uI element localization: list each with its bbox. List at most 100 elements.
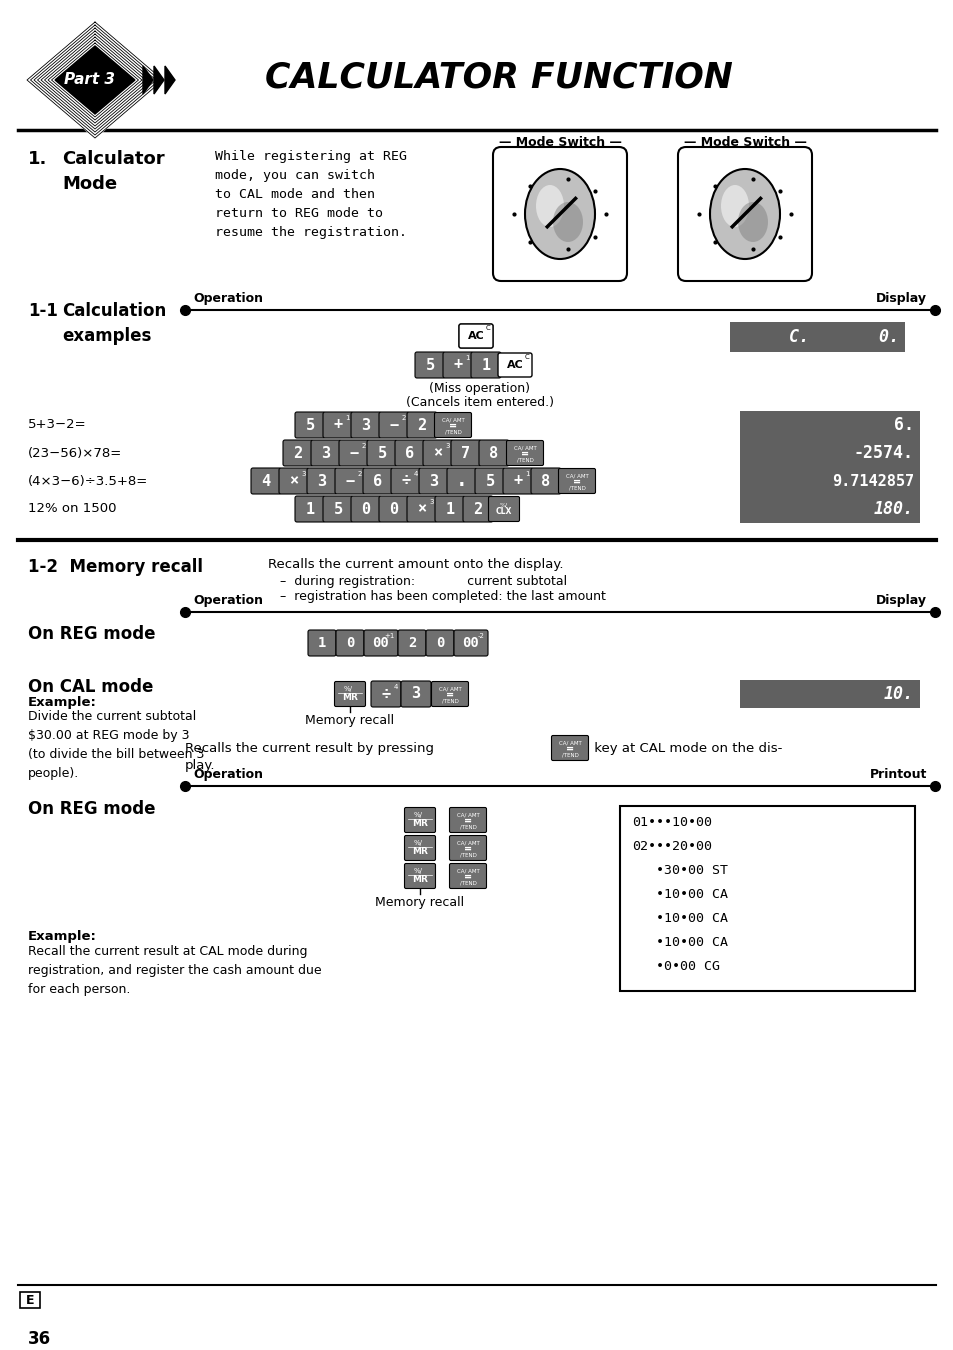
Text: 5: 5 <box>305 417 314 432</box>
Text: 2: 2 <box>361 443 366 450</box>
Text: 8: 8 <box>489 446 498 460</box>
FancyBboxPatch shape <box>363 468 393 494</box>
Text: •10•00 CA: •10•00 CA <box>631 911 727 925</box>
Text: =: = <box>520 450 529 459</box>
Polygon shape <box>37 31 152 130</box>
FancyBboxPatch shape <box>471 352 500 378</box>
Polygon shape <box>55 46 135 113</box>
Text: -2574.: -2574. <box>853 444 913 462</box>
Text: CA/ AMT: CA/ AMT <box>438 687 461 691</box>
FancyBboxPatch shape <box>449 864 486 888</box>
Text: 4: 4 <box>414 471 417 477</box>
Bar <box>740 439 919 467</box>
FancyBboxPatch shape <box>335 630 364 656</box>
Text: (23−56)×78=: (23−56)×78= <box>28 447 122 459</box>
FancyBboxPatch shape <box>558 468 595 494</box>
Text: Example:: Example: <box>28 697 97 709</box>
Text: 8: 8 <box>541 474 550 489</box>
Text: 5+3−2=: 5+3−2= <box>28 418 87 432</box>
FancyBboxPatch shape <box>531 468 560 494</box>
FancyBboxPatch shape <box>449 836 486 860</box>
Ellipse shape <box>738 202 767 242</box>
Text: — Mode Switch —: — Mode Switch — <box>683 136 805 150</box>
FancyBboxPatch shape <box>506 440 543 466</box>
Text: Operation: Operation <box>193 768 263 782</box>
Text: /TEND: /TEND <box>441 698 458 703</box>
Text: C: C <box>524 354 529 360</box>
FancyBboxPatch shape <box>294 412 325 437</box>
FancyBboxPatch shape <box>488 497 519 521</box>
Text: .: . <box>456 471 467 490</box>
Text: E: E <box>26 1293 34 1307</box>
Text: CA/ AMT: CA/ AMT <box>456 813 478 818</box>
Text: 180.: 180. <box>873 500 913 518</box>
Text: 7: 7 <box>461 446 470 460</box>
Text: −: − <box>349 446 358 460</box>
Bar <box>740 680 919 707</box>
Text: 02•••20•00: 02•••20•00 <box>631 840 711 852</box>
Text: 36: 36 <box>28 1330 51 1349</box>
FancyBboxPatch shape <box>391 468 420 494</box>
FancyBboxPatch shape <box>311 440 340 466</box>
Text: 00: 00 <box>373 636 389 649</box>
Text: 5: 5 <box>334 501 342 517</box>
Text: Operation: Operation <box>193 292 263 305</box>
Polygon shape <box>153 66 164 95</box>
Text: 01•••10•00: 01•••10•00 <box>631 815 711 829</box>
Text: While registering at REG
mode, you can switch
to CAL mode and then
return to REG: While registering at REG mode, you can s… <box>214 150 407 239</box>
FancyBboxPatch shape <box>418 468 449 494</box>
FancyBboxPatch shape <box>308 630 335 656</box>
Text: Recalls the current result by pressing: Recalls the current result by pressing <box>185 743 434 755</box>
Polygon shape <box>41 34 149 126</box>
Text: ×: × <box>417 501 426 517</box>
Polygon shape <box>27 22 163 138</box>
Text: On REG mode: On REG mode <box>28 801 155 818</box>
Text: 2: 2 <box>417 417 426 432</box>
Text: 6.: 6. <box>893 416 913 433</box>
FancyBboxPatch shape <box>462 495 493 522</box>
Bar <box>740 410 919 439</box>
Ellipse shape <box>536 185 563 227</box>
FancyBboxPatch shape <box>502 468 533 494</box>
FancyBboxPatch shape <box>404 807 435 833</box>
Text: =: = <box>445 690 454 701</box>
Text: C: C <box>485 327 490 333</box>
FancyBboxPatch shape <box>449 807 486 833</box>
Text: Display: Display <box>875 594 926 608</box>
Text: 3: 3 <box>321 446 331 460</box>
Text: /TEND: /TEND <box>459 880 476 886</box>
FancyBboxPatch shape <box>351 495 380 522</box>
Text: +: + <box>453 358 462 373</box>
Text: AC: AC <box>467 331 484 342</box>
Text: MR: MR <box>342 694 357 702</box>
Text: 4: 4 <box>261 474 271 489</box>
Text: AC: AC <box>468 329 483 343</box>
FancyBboxPatch shape <box>458 324 493 348</box>
Text: 6: 6 <box>373 474 382 489</box>
FancyBboxPatch shape <box>493 147 626 281</box>
FancyBboxPatch shape <box>283 440 313 466</box>
Text: Printout: Printout <box>869 768 926 782</box>
Text: C.       0.: C. 0. <box>788 328 898 346</box>
FancyBboxPatch shape <box>323 412 353 437</box>
Text: Divide the current subtotal
$30.00 at REG mode by 3
(to divide the bill between : Divide the current subtotal $30.00 at RE… <box>28 710 204 780</box>
Text: (Miss operation): (Miss operation) <box>429 382 530 396</box>
Text: –  during registration:             current subtotal: – during registration: current subtotal <box>280 575 566 589</box>
Text: •0•00 CG: •0•00 CG <box>631 960 720 972</box>
Text: 10.: 10. <box>883 684 913 703</box>
FancyBboxPatch shape <box>294 495 325 522</box>
Text: 5: 5 <box>485 474 494 489</box>
Text: CALCULATOR FUNCTION: CALCULATOR FUNCTION <box>265 61 732 95</box>
Bar <box>740 467 919 495</box>
FancyBboxPatch shape <box>454 630 488 656</box>
Text: 1: 1 <box>345 414 350 421</box>
Text: /TEND: /TEND <box>459 825 476 829</box>
Text: 00: 00 <box>462 636 478 649</box>
Text: •30•00 ST: •30•00 ST <box>631 864 727 876</box>
Bar <box>619 806 914 991</box>
Text: 1-2  Memory recall: 1-2 Memory recall <box>28 558 203 576</box>
Text: On REG mode: On REG mode <box>28 625 155 643</box>
Text: Recall the current result at CAL mode during
registration, and register the cash: Recall the current result at CAL mode du… <box>28 945 321 996</box>
Text: 3: 3 <box>317 474 326 489</box>
Ellipse shape <box>720 185 748 227</box>
